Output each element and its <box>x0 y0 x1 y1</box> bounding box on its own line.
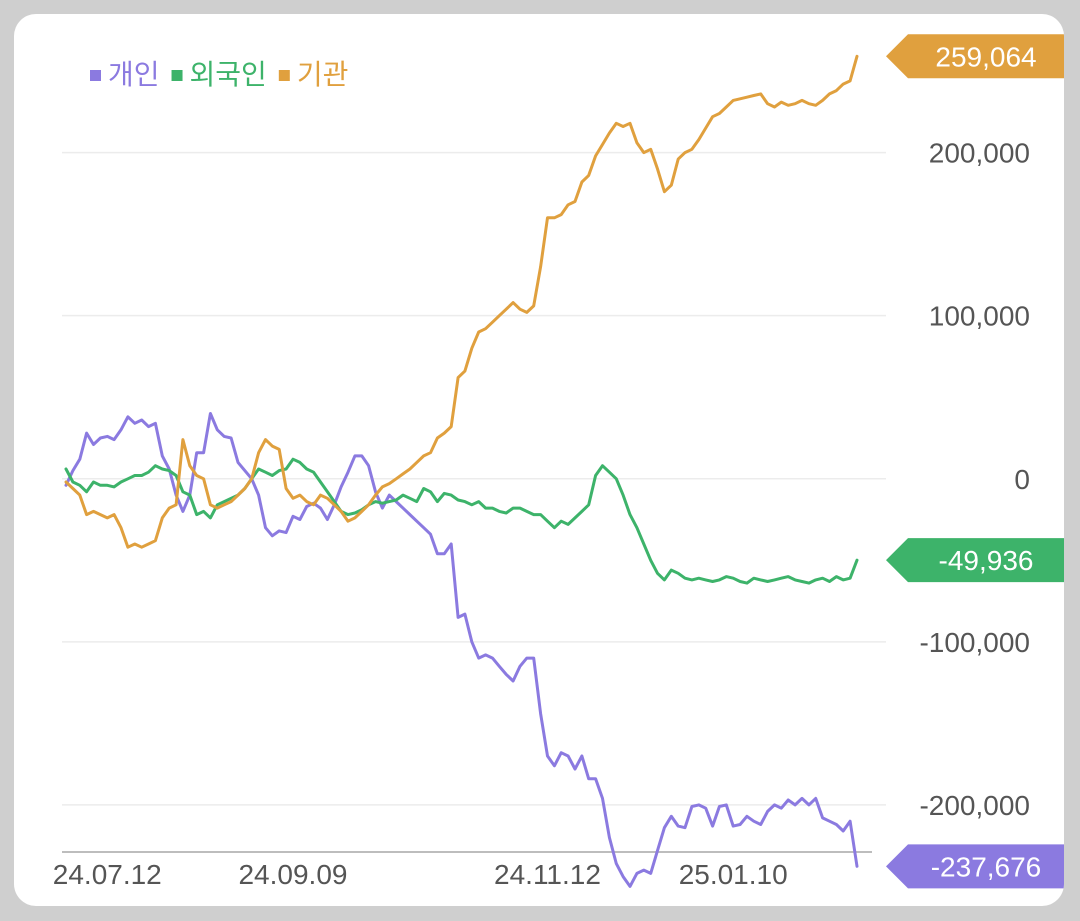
y-tick-label: 100,000 <box>929 301 1030 332</box>
legend-swatch <box>171 70 183 81</box>
x-tick-label: 24.11.12 <box>494 859 601 890</box>
x-tick-labels: 24.07.12 24.09.09 24.11.12 25.01.10 <box>53 859 788 890</box>
grid-lines <box>62 151 886 806</box>
end-label-text: -49,936 <box>939 545 1034 576</box>
y-tick-label: -100,000 <box>919 627 1030 658</box>
y-tick-label: -200,000 <box>919 790 1030 821</box>
legend: 개인 외국인 기관 <box>90 59 348 90</box>
legend-swatch <box>278 70 290 81</box>
end-label-0: -237,676 <box>886 844 1064 889</box>
legend-label: 개인 <box>108 59 160 90</box>
legend-label: 외국인 <box>190 59 267 90</box>
end-label-badge <box>886 34 1064 79</box>
x-tick-label: 24.07.12 <box>53 859 162 890</box>
y-tick-label: 0 <box>1014 464 1030 495</box>
series-line-0 <box>64 412 859 888</box>
end-label-badge <box>886 538 1064 583</box>
y-tick-label: 200,000 <box>929 138 1030 169</box>
end-value-labels: -237,676 -49,936 259,064 <box>886 34 1064 889</box>
legend-swatch <box>90 70 101 81</box>
end-label-text: -237,676 <box>931 851 1042 882</box>
series-line-2 <box>64 54 859 549</box>
end-label-2: 259,064 <box>886 34 1064 79</box>
series-lines <box>64 54 859 888</box>
series-line-1 <box>64 457 859 585</box>
end-label-badge <box>886 844 1064 889</box>
end-label-text: 259,064 <box>935 41 1036 72</box>
y-tick-labels: 200,000 100,000 0 -100,000 -200,000 <box>919 138 1030 821</box>
investor-flow-chart: 200,000 100,000 0 -100,000 -200,000 24.07.12… <box>53 34 1064 890</box>
end-label-1: -49,936 <box>886 538 1064 583</box>
chart-card: 200,000 100,000 0 -100,000 -200,000 24.07.12… <box>14 14 1064 906</box>
x-tick-label: 24.09.09 <box>238 859 347 890</box>
legend-label: 기관 <box>297 59 349 90</box>
x-tick-label: 25.01.10 <box>679 859 788 890</box>
